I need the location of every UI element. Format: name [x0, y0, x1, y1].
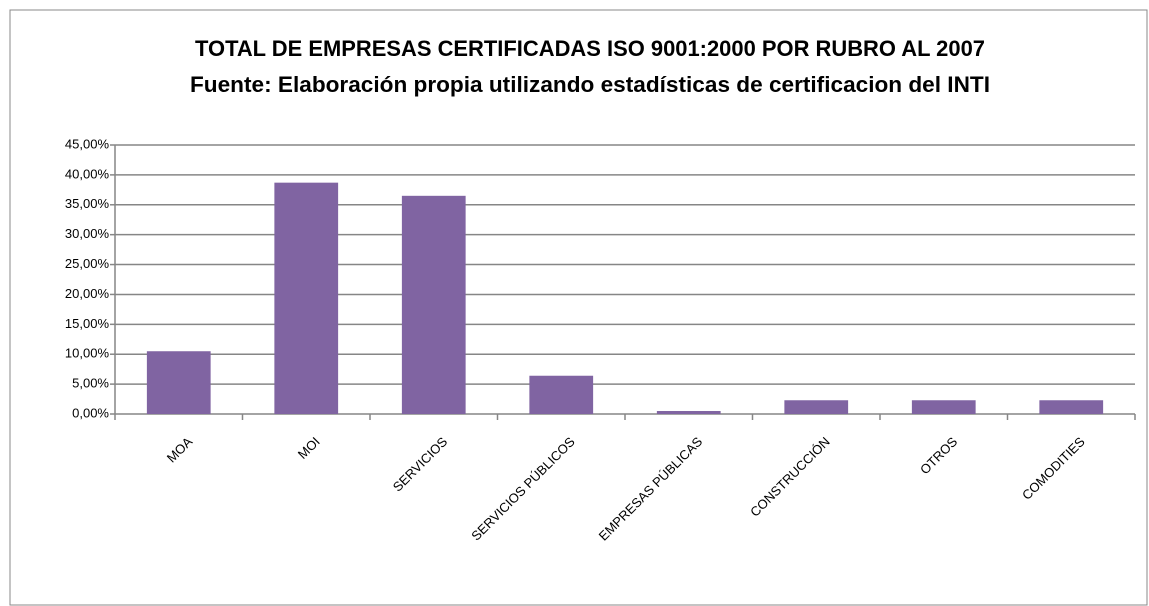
bar	[1039, 400, 1104, 414]
chart-title: TOTAL DE EMPRESAS CERTIFICADAS ISO 9001:…	[195, 36, 985, 61]
y-tick-label: 25,00%	[65, 256, 110, 271]
y-tick-label: 40,00%	[65, 166, 110, 181]
y-tick-label: 30,00%	[65, 226, 110, 241]
y-tick-label: 5,00%	[72, 376, 109, 391]
y-tick-label: 10,00%	[65, 346, 110, 361]
bar	[656, 411, 721, 414]
chart-frame	[9, 9, 1148, 606]
y-tick-label: 20,00%	[65, 286, 110, 301]
bar	[274, 182, 339, 414]
y-tick-label: 0,00%	[72, 405, 109, 420]
bar	[529, 375, 594, 414]
bar	[784, 400, 849, 414]
chart-subtitle: Fuente: Elaboración propia utilizando es…	[190, 72, 990, 97]
y-tick-label: 35,00%	[65, 196, 110, 211]
bar	[146, 351, 211, 414]
y-tick-label: 45,00%	[65, 136, 110, 151]
bar	[911, 400, 976, 414]
bar	[401, 195, 466, 414]
y-tick-label: 15,00%	[65, 316, 110, 331]
